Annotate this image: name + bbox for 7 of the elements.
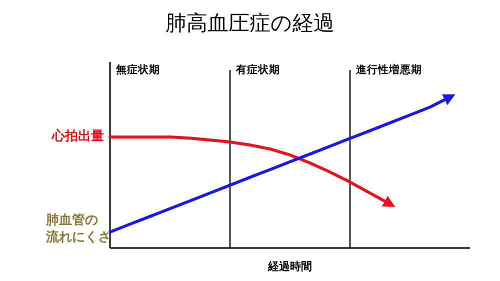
chart-title: 肺高血圧症の経過 bbox=[166, 11, 334, 35]
series-label: 心拍出量 bbox=[52, 128, 104, 145]
text: 無症状期 bbox=[115, 63, 160, 76]
series-label: 肺血管の流れにくさ bbox=[46, 212, 112, 246]
text: 有症状期 bbox=[235, 63, 280, 76]
x-axis-title: 経過時間 bbox=[267, 260, 312, 273]
text: 進行性増悪期 bbox=[355, 63, 422, 76]
